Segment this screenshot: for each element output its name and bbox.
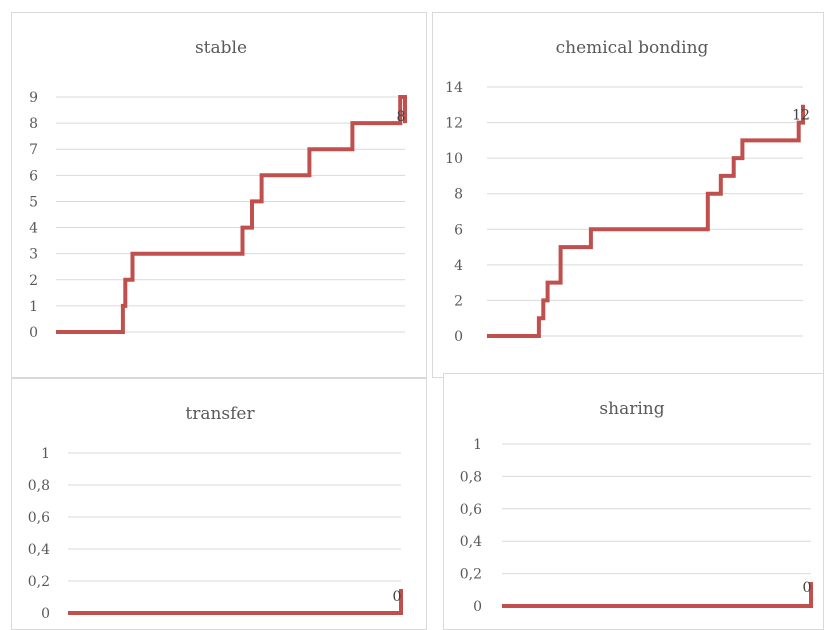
y-tick-label: 1 — [29, 299, 38, 315]
chart-svg-stable: stable 0 1 2 3 4 5 6 7 8 9 8 — [29, 38, 407, 341]
data-label: 0 — [393, 589, 402, 605]
chart-title: sharing — [599, 399, 664, 419]
chart-grid — [502, 443, 811, 607]
y-tick-label: 12 — [445, 116, 463, 132]
data-label: 12 — [792, 108, 810, 124]
y-tick-label: 2 — [454, 293, 463, 309]
y-tick-label: 14 — [445, 80, 463, 96]
y-tick-label: 0 — [29, 325, 38, 341]
y-tick-label: 0,8 — [28, 478, 50, 494]
y-tick-label: 8 — [29, 116, 38, 132]
y-axis-ticks: 0 1 2 3 4 5 6 7 8 9 — [29, 90, 38, 341]
chart-panel-stable: stable 0 1 2 3 4 5 6 7 8 9 8 — [11, 12, 427, 378]
y-tick-label: 3 — [29, 247, 38, 263]
chart-panel-transfer: transfer 0 0,2 0,4 0,6 0,8 1 0 — [11, 378, 427, 630]
chart-grid — [56, 96, 405, 333]
series-line — [56, 95, 407, 334]
y-tick-label: 1 — [473, 437, 482, 453]
data-label: 0 — [803, 580, 812, 596]
y-tick-label: 0,6 — [28, 510, 50, 526]
y-tick-label: 0,2 — [28, 574, 50, 590]
chart-svg-transfer: transfer 0 0,2 0,4 0,6 0,8 1 0 — [28, 404, 403, 622]
y-tick-label: 0,4 — [28, 542, 50, 558]
y-tick-label: 9 — [29, 90, 38, 106]
y-tick-label: 0 — [454, 329, 463, 345]
series-line — [502, 582, 813, 608]
y-tick-label: 10 — [445, 151, 463, 167]
y-tick-label: 4 — [29, 221, 38, 237]
chart-panel-sharing: sharing 0 0,2 0,4 0,6 0,8 1 0 — [443, 373, 824, 630]
y-tick-label: 0,6 — [460, 502, 482, 518]
y-tick-label: 0,2 — [460, 567, 482, 583]
y-tick-label: 5 — [29, 194, 38, 210]
y-tick-label: 7 — [29, 142, 38, 158]
y-tick-label: 0,8 — [460, 469, 482, 485]
y-axis-ticks: 0 2 4 6 8 10 12 14 — [445, 80, 463, 345]
chart-grid — [487, 86, 803, 337]
y-tick-label: 2 — [29, 273, 38, 289]
series-line — [487, 104, 805, 338]
y-tick-label: 6 — [29, 168, 38, 184]
chart-grid — [68, 452, 401, 614]
y-tick-label: 6 — [454, 222, 463, 238]
y-tick-label: 0 — [473, 599, 482, 615]
y-tick-label: 1 — [41, 446, 50, 462]
y-axis-ticks: 0 0,2 0,4 0,6 0,8 1 — [28, 446, 50, 622]
chart-svg-sharing: sharing 0 0,2 0,4 0,6 0,8 1 0 — [460, 399, 813, 615]
data-label: 8 — [397, 109, 406, 125]
chart-title: transfer — [185, 404, 255, 424]
y-tick-label: 8 — [454, 187, 463, 203]
y-tick-label: 0 — [41, 606, 50, 622]
chart-title: stable — [195, 38, 247, 58]
y-tick-label: 4 — [454, 258, 463, 274]
y-tick-label: 0,4 — [460, 534, 482, 550]
chart-title: chemical bonding — [556, 38, 709, 58]
chart-panel-chemical-bonding: chemical bonding 0 2 4 6 8 10 12 14 12 — [432, 12, 824, 378]
series-line — [68, 589, 403, 615]
y-axis-ticks: 0 0,2 0,4 0,6 0,8 1 — [460, 437, 482, 615]
chart-svg-chemical-bonding: chemical bonding 0 2 4 6 8 10 12 14 12 — [445, 38, 810, 345]
